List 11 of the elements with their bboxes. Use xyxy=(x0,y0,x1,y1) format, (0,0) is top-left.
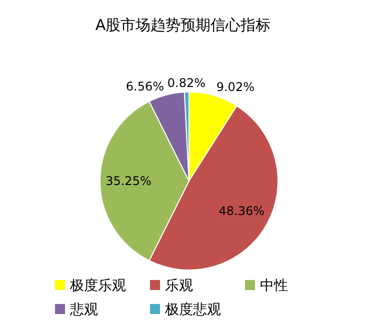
legend-label: 乐观 xyxy=(165,278,193,294)
legend-label: 极度悲观 xyxy=(164,302,221,318)
chart-title: A股市场趋势预期信心指标 xyxy=(95,16,271,34)
data-label: 6.56% xyxy=(126,79,164,94)
data-label: 48.36% xyxy=(218,204,265,218)
legend-label: 悲观 xyxy=(69,302,98,318)
data-label: 9.02% xyxy=(216,80,254,94)
data-label: 0.82% xyxy=(167,76,206,90)
legend-label: 极度乐观 xyxy=(69,278,126,294)
legend-label: 中性 xyxy=(260,278,288,294)
data-label: 35.25% xyxy=(106,174,152,188)
